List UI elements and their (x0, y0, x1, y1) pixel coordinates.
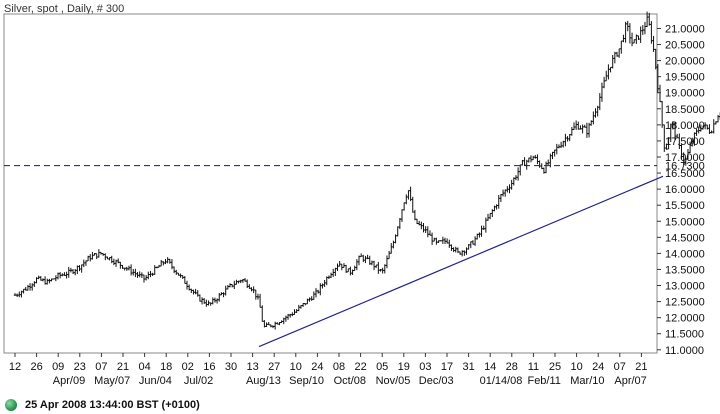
y-tick-label: 14.0000 (665, 248, 705, 260)
x-day-label: 30 (225, 361, 237, 373)
ohlc-bar (658, 84, 662, 103)
x-day-label: 13 (246, 361, 258, 373)
y-tick-label: 19.5000 (665, 72, 705, 84)
x-month-label: Nov/05 (376, 375, 411, 387)
x-day-label: 25 (549, 361, 561, 373)
x-day-label: 24 (592, 361, 604, 373)
x-month-label: Jul/02 (184, 375, 213, 387)
y-tick-label: 18.0000 (665, 120, 705, 132)
ohlc-bar (712, 119, 715, 134)
x-month-label: Jun/04 (139, 375, 172, 387)
x-axis: 12 26 09 23 07 21 04 18 02 16 30 13 27 10 24 08 22 05 19 03… (9, 353, 648, 387)
y-tick-label: 14.5000 (665, 232, 705, 244)
y-tick-label: 15.0000 (665, 216, 705, 228)
x-day-label: 23 (74, 361, 86, 373)
x-month-label: Feb/11 (527, 375, 560, 387)
x-month-label: Dec/03 (419, 375, 454, 387)
x-day-label: 16 (203, 361, 215, 373)
x-day-label: 17 (441, 361, 453, 373)
y-tick-label: 19.0000 (665, 88, 705, 100)
x-day-label: 07 (614, 361, 626, 373)
x-day-label: 31 (462, 361, 474, 373)
plot-frame (3, 13, 658, 354)
x-day-label: 14 (484, 361, 496, 373)
y-tick-label: 20.0000 (665, 56, 705, 68)
status-datetime: 25 Apr 2008 13:44:00 BST (+0100) (25, 398, 200, 411)
price-bars (13, 11, 720, 330)
x-day-label: 19 (398, 361, 410, 373)
status-bar: 25 Apr 2008 13:44:00 BST (+0100) (0, 395, 720, 414)
x-month-label: Sep/10 (289, 375, 324, 387)
ohlc-bar (710, 130, 713, 134)
x-day-label: 05 (376, 361, 388, 373)
ohlc-bar (660, 100, 664, 128)
price-chart: Silver, spot , Daily, # 300 11.0000 11.50… (3, 3, 720, 387)
x-day-label: 26 (30, 361, 42, 373)
reference-line-label: 16.7300 (665, 161, 705, 173)
x-month-label: Aug/13 (246, 375, 281, 387)
x-day-label: 27 (268, 361, 280, 373)
y-tick-label: 12.0000 (665, 313, 705, 325)
x-day-label: 28 (506, 361, 518, 373)
y-tick-label: 16.0000 (665, 184, 705, 196)
x-day-label: 02 (182, 361, 194, 373)
x-day-label: 08 (333, 361, 345, 373)
chart-title: Silver, spot , Daily, # 300 (4, 3, 124, 15)
x-day-label: 03 (419, 361, 431, 373)
x-day-label: 10 (570, 361, 582, 373)
ohlc-bar (52, 278, 55, 280)
y-tick-label: 18.5000 (665, 104, 705, 116)
y-axis: 11.0000 11.5000 12.0000 12.5000 13.0000 13.50… (657, 23, 705, 357)
y-tick-label: 12.5000 (665, 297, 705, 309)
x-month-label: May/07 (94, 375, 130, 387)
trendline (258, 175, 664, 348)
x-month-label: Apr/07 (614, 375, 646, 387)
y-tick-label: 11.5000 (665, 329, 704, 341)
ohlc-bar (716, 115, 720, 123)
y-tick-label: 17.5000 (665, 136, 705, 148)
x-day-label: 09 (52, 361, 64, 373)
ohlc-bar (706, 124, 709, 130)
x-day-label: 04 (138, 361, 150, 373)
x-month-label: 01/14/08 (480, 375, 523, 387)
x-month-label: Oct/08 (334, 375, 366, 387)
x-day-label: 24 (311, 361, 323, 373)
x-day-label: 18 (160, 361, 172, 373)
x-day-label: 22 (354, 361, 366, 373)
x-day-label: 07 (95, 361, 107, 373)
x-day-label: 11 (528, 361, 539, 373)
x-day-label: 21 (117, 361, 129, 373)
y-tick-label: 11.0000 (665, 345, 704, 357)
x-month-label: Mar/10 (570, 375, 604, 387)
y-tick-label: 21.0000 (665, 23, 705, 35)
y-tick-label: 15.5000 (665, 200, 705, 212)
y-tick-label: 20.5000 (665, 40, 705, 52)
x-day-label: 21 (635, 361, 647, 373)
x-day-label: 12 (9, 361, 21, 373)
ohlc-bar (439, 240, 442, 242)
ohlc-bar (714, 121, 718, 125)
connection-status-icon (5, 398, 17, 411)
x-month-label: Apr/09 (53, 375, 85, 387)
y-tick-label: 13.0000 (665, 281, 705, 293)
y-tick-label: 17.0000 (665, 152, 705, 164)
x-day-label: 10 (290, 361, 302, 373)
y-tick-label: 13.5000 (665, 264, 705, 276)
y-tick-label: 16.5000 (665, 168, 705, 180)
ohlc-bar (708, 124, 711, 134)
